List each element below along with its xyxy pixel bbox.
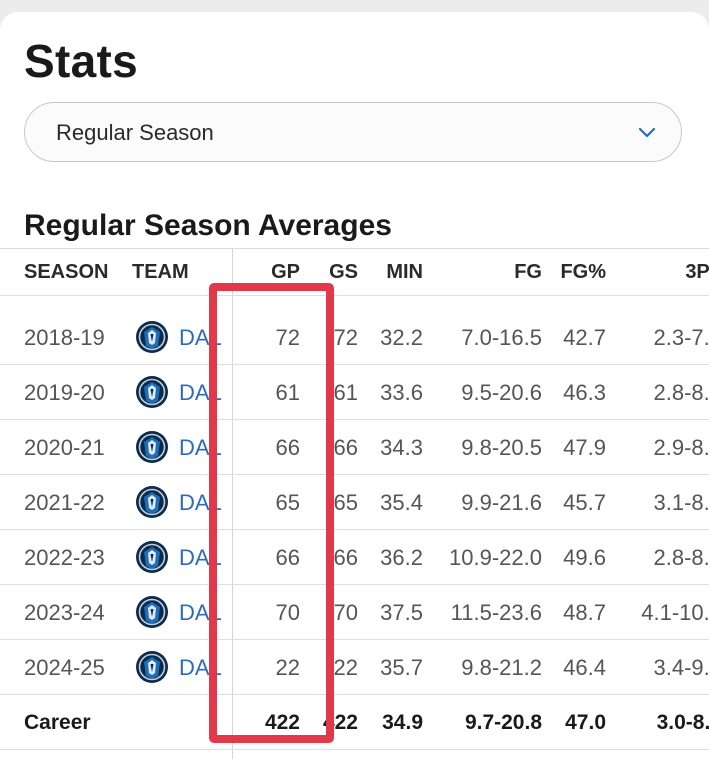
gp-cell: 70: [275, 600, 300, 625]
gs-cell: 61: [333, 380, 358, 405]
3pt-cell: 2.8-8.9: [653, 380, 709, 405]
season-dropdown[interactable]: Regular Season: [24, 102, 682, 162]
fg-cell: 11.5-23.6: [450, 600, 542, 625]
gp-cell: 65: [275, 490, 300, 515]
season-cell: 2023-24: [24, 600, 105, 625]
fg-pct-cell: 48.7: [563, 600, 606, 625]
header-gp[interactable]: GP: [271, 261, 300, 283]
career-3pt: 3.0-8.7: [656, 711, 709, 734]
3pt-cell: 3.1-8.8: [653, 490, 709, 515]
gp-cell: 72: [275, 325, 300, 350]
mavericks-logo-icon: [136, 376, 168, 408]
season-cell: 2021-22: [24, 490, 105, 515]
gp-cell: 61: [275, 380, 300, 405]
season-dropdown-value: Regular Season: [56, 120, 214, 145]
page-title: Stats: [24, 35, 138, 87]
season-cell: 2020-21: [24, 435, 105, 460]
fg-pct-cell: 42.7: [563, 325, 606, 350]
3pt-cell: 2.3-7.1: [653, 325, 709, 350]
fg-cell: 9.5-20.6: [461, 380, 542, 405]
mavericks-logo-icon: [136, 321, 168, 353]
fg-pct-cell: 45.7: [563, 490, 606, 515]
career-min: 34.9: [382, 711, 423, 734]
gp-cell: 22: [275, 655, 300, 680]
min-cell: 33.6: [380, 380, 423, 405]
chevron-down-icon: [638, 127, 656, 138]
sticky-column-divider: [232, 249, 233, 759]
min-cell: 37.5: [380, 600, 423, 625]
gs-cell: 70: [333, 600, 358, 625]
career-label: Career: [24, 711, 91, 734]
season-cell: 2018-19: [24, 325, 105, 350]
3pt-cell: 3.4-9.6: [653, 655, 709, 680]
fg-cell: 7.0-16.5: [461, 325, 542, 350]
stats-card: Stats Regular Season Regular Season Aver…: [0, 12, 709, 772]
career-gp: 422: [264, 711, 300, 734]
3pt-cell: 2.9-8.3: [653, 435, 709, 460]
3pt-cell: 4.1-10.6: [641, 600, 709, 625]
min-cell: 36.2: [380, 545, 423, 570]
fg-pct-cell: 49.6: [563, 545, 606, 570]
fg-cell: 9.9-21.6: [461, 490, 542, 515]
gp-column-highlight-annotation: [209, 283, 334, 743]
min-cell: 35.7: [380, 655, 423, 680]
header-min[interactable]: MIN: [386, 261, 423, 283]
fg-cell: 10.9-22.0: [449, 545, 542, 570]
career-row: Career 422 422 34.9 9.7-20.8 47.0 3.0-8.…: [0, 695, 709, 750]
header-team[interactable]: TEAM: [132, 261, 189, 283]
fg-pct-cell: 47.9: [563, 435, 606, 460]
gp-cell: 66: [275, 545, 300, 570]
fg-pct-cell: 46.4: [563, 655, 606, 680]
gs-cell: 72: [333, 325, 358, 350]
min-cell: 35.4: [380, 490, 423, 515]
mavericks-logo-icon: [136, 431, 168, 463]
career-fg: 9.7-20.8: [464, 711, 542, 734]
season-cell: 2022-23: [24, 545, 105, 570]
gs-cell: 66: [333, 435, 358, 460]
career-fg-pct: 47.0: [565, 711, 606, 734]
fg-cell: 9.8-20.5: [461, 435, 542, 460]
season-cell: 2019-20: [24, 380, 105, 405]
fg-cell: 9.8-21.2: [461, 655, 542, 680]
min-cell: 34.3: [380, 435, 423, 460]
gs-cell: 22: [333, 655, 358, 680]
header-season[interactable]: SEASON: [24, 261, 109, 283]
3pt-cell: 2.8-8.2: [653, 545, 709, 570]
table-divider: [0, 248, 709, 249]
header-gs[interactable]: GS: [329, 261, 358, 283]
mavericks-logo-icon: [136, 651, 168, 683]
mavericks-logo-icon: [136, 541, 168, 573]
gs-cell: 65: [333, 490, 358, 515]
fg-pct-cell: 46.3: [563, 380, 606, 405]
min-cell: 32.2: [380, 325, 423, 350]
header-fg[interactable]: FG: [514, 261, 542, 283]
section-title: Regular Season Averages: [24, 209, 392, 242]
header-3pt[interactable]: 3PT: [685, 261, 709, 283]
gs-cell: 66: [333, 545, 358, 570]
gp-cell: 66: [275, 435, 300, 460]
header-fg-pct[interactable]: FG%: [560, 261, 606, 283]
season-cell: 2024-25: [24, 655, 105, 680]
mavericks-logo-icon: [136, 596, 168, 628]
table-header-row: SEASON TEAM GP GS MIN FG FG% 3PT: [0, 249, 709, 296]
mavericks-logo-icon: [136, 486, 168, 518]
